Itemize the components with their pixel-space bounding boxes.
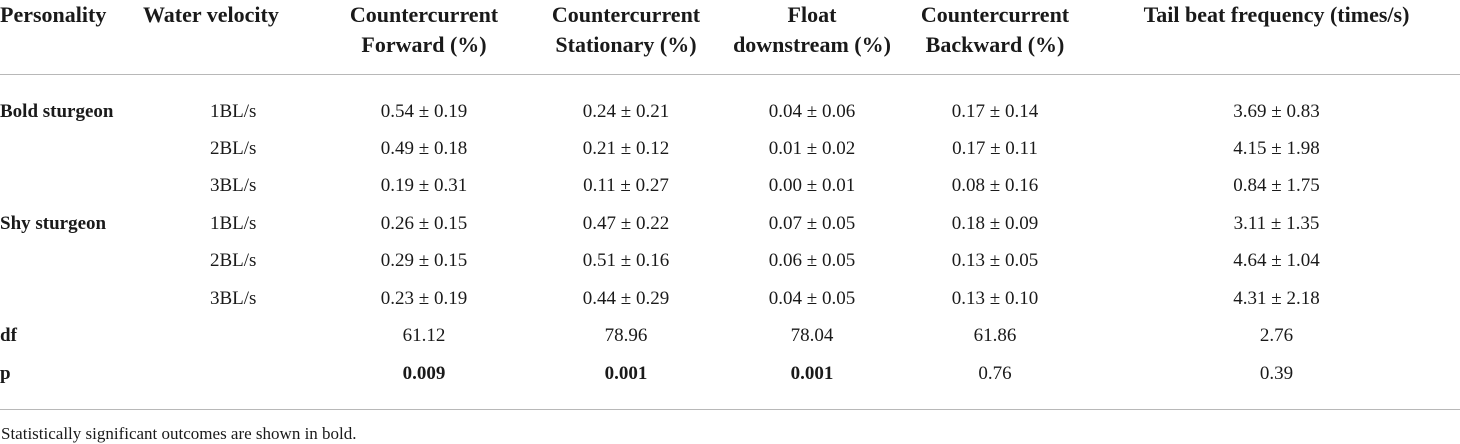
table-row-p: p 0.009 0.001 0.001 0.76 0.39: [0, 355, 1460, 410]
cell-stationary: 0.47 ± 0.22: [582, 212, 670, 234]
row-velocity: 2BL/s: [210, 137, 257, 159]
cell-forward: 0.19 ± 0.31: [380, 175, 468, 197]
cell-tail-beat: 0.39: [1093, 355, 1460, 410]
cell-forward: 0.49 ± 0.18: [380, 137, 468, 159]
behavior-results-table: Personality Water velocity Countercurren…: [0, 0, 1460, 410]
row-velocity: [143, 318, 323, 356]
row-group-label: Bold sturgeon: [0, 100, 114, 122]
table-body: Bold sturgeon 1BL/s 0.54 ± 0.19 0.24 ± 0…: [0, 75, 1460, 410]
header-countercurrent-forward: Countercurrent Forward (%): [323, 0, 525, 75]
cell-forward: 0.54 ± 0.19: [380, 100, 468, 122]
table-header: Personality Water velocity Countercurren…: [0, 0, 1460, 75]
table-row: Bold sturgeon 1BL/s 0.54 ± 0.19 0.24 ± 0…: [0, 75, 1460, 131]
cell-float: 0.00 ± 0.01: [768, 175, 856, 197]
cell-forward: 0.23 ± 0.19: [380, 287, 468, 309]
cell-float: 0.04 ± 0.06: [768, 100, 856, 122]
row-group-label: [0, 243, 143, 281]
row-group-label: [0, 280, 143, 318]
table-row-df: df 61.12 78.96 78.04 61.86 2.76: [0, 318, 1460, 356]
row-group-label: [0, 130, 143, 168]
cell-backward: 0.08 ± 0.16: [951, 175, 1039, 197]
table-row: 2BL/s 0.29 ± 0.15 0.51 ± 0.16 0.06 ± 0.0…: [0, 243, 1460, 281]
cell-stationary: 0.24 ± 0.21: [582, 100, 670, 122]
row-group-label: p: [0, 355, 143, 410]
row-velocity: [143, 355, 323, 410]
cell-tail-beat: 4.15 ± 1.98: [1233, 137, 1320, 159]
table-row: 3BL/s 0.19 ± 0.31 0.11 ± 0.27 0.00 ± 0.0…: [0, 168, 1460, 206]
cell-stationary: 0.11 ± 0.27: [583, 175, 669, 197]
cell-backward: 0.13 ± 0.05: [951, 250, 1039, 272]
header-water-velocity: Water velocity: [143, 0, 323, 75]
cell-tail-beat: 0.84 ± 1.75: [1233, 175, 1320, 197]
header-countercurrent-backward: Countercurrent Backward (%): [897, 0, 1093, 75]
cell-float: 0.07 ± 0.05: [768, 212, 856, 234]
table-row: 3BL/s 0.23 ± 0.19 0.44 ± 0.29 0.04 ± 0.0…: [0, 280, 1460, 318]
cell-stationary: 78.96: [604, 325, 648, 347]
row-velocity: 1BL/s: [210, 212, 257, 234]
cell-tail-beat: 4.64 ± 1.04: [1233, 250, 1320, 272]
cell-forward: 0.29 ± 0.15: [380, 250, 468, 272]
cell-forward: 61.12: [402, 325, 446, 347]
header-personality: Personality: [0, 0, 143, 75]
cell-float: 0.04 ± 0.05: [768, 287, 856, 309]
cell-float: 0.06 ± 0.05: [768, 250, 856, 272]
table-row: Shy sturgeon 1BL/s 0.26 ± 0.15 0.47 ± 0.…: [0, 205, 1460, 243]
cell-stationary: 0.51 ± 0.16: [582, 250, 670, 272]
cell-forward: 0.009: [323, 355, 525, 410]
cell-backward: 61.86: [973, 325, 1017, 347]
cell-backward: 0.13 ± 0.10: [951, 287, 1039, 309]
row-velocity: 1BL/s: [210, 100, 257, 122]
header-countercurrent-stationary: Countercurrent Stationary (%): [525, 0, 727, 75]
cell-tail-beat: 2.76: [1259, 325, 1294, 347]
cell-backward: 0.76: [897, 355, 1093, 410]
row-group-label: df: [0, 325, 17, 347]
cell-backward: 0.17 ± 0.11: [952, 137, 1038, 159]
cell-backward: 0.17 ± 0.14: [951, 100, 1039, 122]
cell-float: 0.001: [727, 355, 897, 410]
cell-tail-beat: 4.31 ± 2.18: [1233, 287, 1320, 309]
header-tail-beat-frequency: Tail beat frequency (times/s): [1093, 0, 1460, 75]
header-row: Personality Water velocity Countercurren…: [0, 0, 1460, 75]
cell-tail-beat: 3.69 ± 0.83: [1233, 100, 1320, 122]
row-velocity: 2BL/s: [210, 250, 257, 272]
cell-backward: 0.18 ± 0.09: [951, 212, 1039, 234]
row-group-label: [0, 168, 143, 206]
cell-float: 78.04: [790, 325, 834, 347]
cell-stationary: 0.21 ± 0.12: [582, 137, 670, 159]
header-float-downstream: Float downstream (%): [727, 0, 897, 75]
row-velocity: 3BL/s: [210, 287, 257, 309]
row-velocity: 3BL/s: [210, 175, 257, 197]
cell-stationary: 0.44 ± 0.29: [582, 287, 670, 309]
table-row: 2BL/s 0.49 ± 0.18 0.21 ± 0.12 0.01 ± 0.0…: [0, 130, 1460, 168]
table-footnote: Statistically significant outcomes are s…: [1, 423, 357, 443]
cell-forward: 0.26 ± 0.15: [380, 212, 468, 234]
row-group-label: Shy sturgeon: [0, 212, 107, 234]
cell-tail-beat: 3.11 ± 1.35: [1233, 212, 1320, 234]
cell-stationary: 0.001: [525, 355, 727, 410]
cell-float: 0.01 ± 0.02: [768, 137, 856, 159]
